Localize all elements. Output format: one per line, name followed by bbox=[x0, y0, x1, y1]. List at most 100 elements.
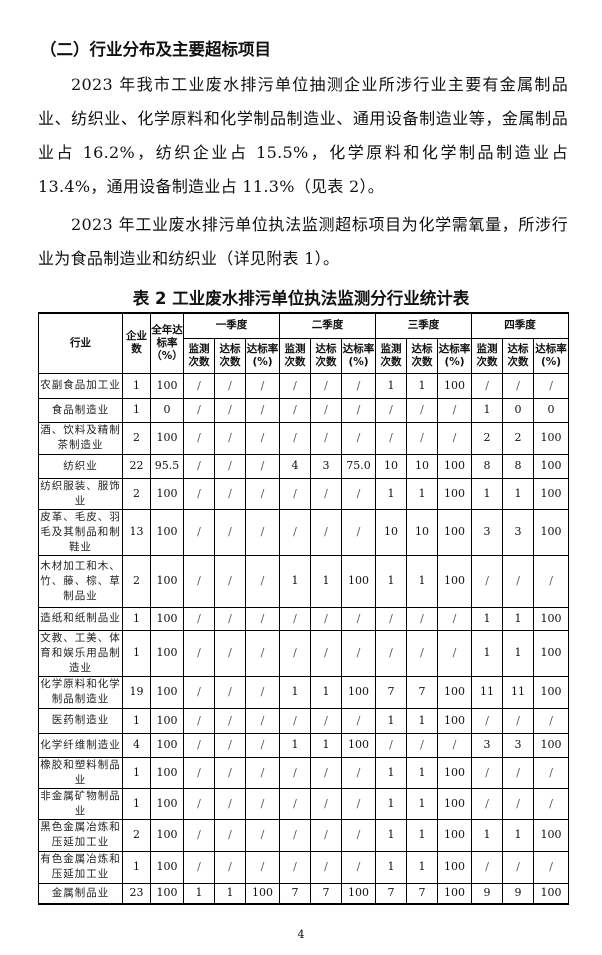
value-cell: / bbox=[214, 818, 246, 852]
value-cell: 100 bbox=[533, 606, 570, 631]
value-cell: / bbox=[533, 372, 570, 399]
value-cell: / bbox=[183, 421, 215, 455]
value-cell: / bbox=[341, 707, 377, 734]
value-cell: 1 bbox=[375, 756, 408, 789]
value-cell: 7 bbox=[310, 882, 343, 905]
value-cell: / bbox=[341, 397, 377, 423]
table-row: 纺织服装、服饰业 2 100// / / //1 1 100 1 1 100 bbox=[38, 477, 570, 510]
value-cell: / bbox=[279, 629, 312, 677]
table-title: 表 2 工业废水排污单位执法监测分行业统计表 bbox=[132, 289, 470, 308]
value-cell: 19 bbox=[122, 675, 151, 709]
value-cell: / bbox=[341, 421, 377, 455]
value-cell: / bbox=[533, 756, 570, 789]
value-cell: 1 bbox=[279, 675, 312, 709]
value-cell: 1 bbox=[406, 372, 439, 399]
value-cell: / bbox=[214, 372, 246, 399]
value-cell: / bbox=[244, 397, 281, 423]
subheader-cell: 达标率(%) bbox=[437, 337, 473, 374]
value-cell: 1 bbox=[214, 882, 246, 905]
value-cell: 1 bbox=[406, 818, 439, 852]
value-cell: 100 bbox=[437, 554, 473, 608]
value-cell: 1 bbox=[406, 477, 439, 510]
table-row: 化学纤维制造业 4 100///1 1 100///3 3 100 bbox=[38, 732, 570, 758]
section-heading: （二）行业分布及主要超标项目 bbox=[40, 40, 271, 59]
industry-cell: 纺织业 bbox=[38, 453, 123, 479]
value-cell: / bbox=[244, 675, 281, 709]
value-cell: 10 bbox=[406, 453, 439, 479]
value-cell: 7 bbox=[406, 675, 439, 709]
table-row: 金属制品业 23 100 1 1 100 7 7 100 7 7 100 9 9 100 bbox=[38, 882, 570, 905]
value-cell: / bbox=[502, 707, 535, 734]
table-row: 皮革、毛皮、羽毛及其制品和制鞋业 13 100// / / //10 10 100 3 3 100 bbox=[38, 508, 570, 556]
value-cell: 100 bbox=[437, 372, 473, 399]
value-cell: / bbox=[214, 675, 246, 709]
value-cell: / bbox=[471, 707, 504, 734]
value-cell: / bbox=[310, 756, 343, 789]
value-cell: 1 bbox=[375, 850, 408, 884]
value-cell: 1 bbox=[122, 707, 151, 734]
value-cell: / bbox=[502, 787, 535, 820]
value-cell: 2 bbox=[502, 421, 535, 455]
value-cell: 100 bbox=[150, 818, 184, 852]
value-cell: 1 bbox=[375, 818, 408, 852]
industry-cell: 食品制造业 bbox=[38, 397, 123, 423]
value-cell: / bbox=[375, 421, 408, 455]
value-cell: 1 bbox=[471, 629, 504, 677]
value-cell: 1 bbox=[310, 675, 343, 709]
value-cell: 100 bbox=[437, 508, 473, 556]
value-cell: / bbox=[310, 629, 343, 677]
value-cell: 3 bbox=[310, 453, 343, 479]
value-cell: / bbox=[310, 707, 343, 734]
value-cell: 100 bbox=[150, 732, 184, 758]
industry-cell: 皮革、毛皮、羽毛及其制品和制鞋业 bbox=[38, 508, 123, 556]
value-cell: / bbox=[310, 397, 343, 423]
table-row: 化学原料和化学制品制造业 19 100///1 1 100 7 7 100 11 11 100 bbox=[38, 675, 570, 709]
subheader-cell: 达标率(%) bbox=[341, 337, 377, 374]
value-cell: / bbox=[406, 421, 439, 455]
value-cell: 9 bbox=[471, 882, 504, 905]
table-row: 非金属矿物制品业 1 100// / / //1 1 100// / bbox=[38, 787, 570, 820]
value-cell: 2 bbox=[122, 421, 151, 455]
value-cell: / bbox=[214, 477, 246, 510]
value-cell: / bbox=[244, 477, 281, 510]
value-cell: 2 bbox=[122, 554, 151, 608]
industry-cell: 黑色金属冶炼和压延加工业 bbox=[38, 818, 123, 852]
value-cell: / bbox=[502, 554, 535, 608]
value-cell: 100 bbox=[533, 477, 570, 510]
value-cell: 100 bbox=[533, 508, 570, 556]
value-cell: 22 bbox=[122, 453, 151, 479]
value-cell: / bbox=[341, 508, 377, 556]
value-cell: 1 bbox=[406, 554, 439, 608]
value-cell: / bbox=[375, 397, 408, 423]
table-row: 酒、饮料及精制茶制造业 2 100// / / / / / //2 2 100 bbox=[38, 421, 570, 455]
value-cell: 100 bbox=[437, 756, 473, 789]
value-cell: 1 bbox=[375, 707, 408, 734]
value-cell: 8 bbox=[502, 453, 535, 479]
value-cell: / bbox=[183, 707, 215, 734]
value-cell: 23 bbox=[122, 882, 151, 905]
value-cell: 4 bbox=[122, 732, 151, 758]
value-cell: 100 bbox=[150, 606, 184, 631]
value-cell: 1 bbox=[375, 372, 408, 399]
value-cell: 1 bbox=[471, 818, 504, 852]
industry-cell: 医药制造业 bbox=[38, 707, 123, 734]
value-cell: 100 bbox=[437, 675, 473, 709]
value-cell: / bbox=[244, 732, 281, 758]
value-cell: / bbox=[183, 508, 215, 556]
value-cell: / bbox=[437, 606, 473, 631]
value-cell: / bbox=[183, 756, 215, 789]
value-cell: / bbox=[279, 421, 312, 455]
value-cell: / bbox=[310, 850, 343, 884]
value-cell: / bbox=[214, 421, 246, 455]
value-cell: / bbox=[244, 554, 281, 608]
value-cell: 0 bbox=[502, 397, 535, 423]
value-cell: 10 bbox=[375, 508, 408, 556]
value-cell: / bbox=[341, 787, 377, 820]
value-cell: 100 bbox=[150, 850, 184, 884]
value-cell: / bbox=[244, 707, 281, 734]
value-cell: / bbox=[341, 372, 377, 399]
table-row: 橡胶和塑料制品业 1 100// / / //1 1 100// / bbox=[38, 756, 570, 789]
value-cell: / bbox=[406, 397, 439, 423]
value-cell: 1 bbox=[122, 787, 151, 820]
value-cell: / bbox=[214, 397, 246, 423]
